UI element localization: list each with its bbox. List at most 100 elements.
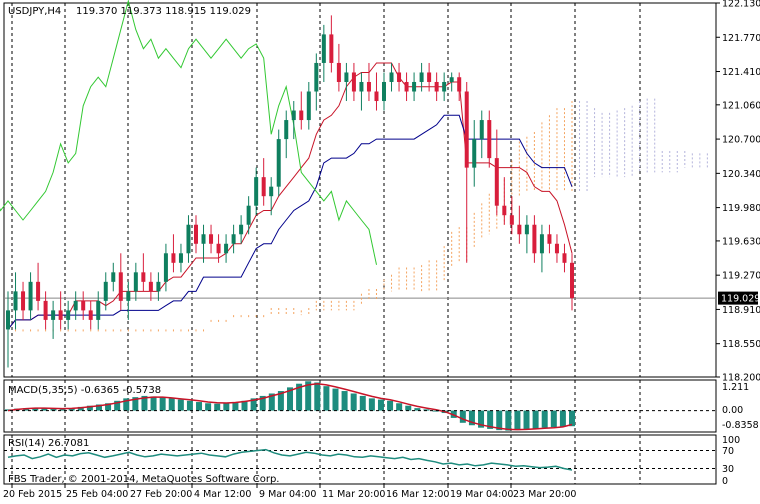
macd-histogram-bar — [95, 404, 102, 411]
candle-body — [539, 234, 544, 254]
macd-histogram-bar — [214, 403, 221, 411]
macd-histogram-bar — [323, 386, 330, 411]
candle-body — [457, 77, 462, 92]
time-tick-label: 16 Mar 12:00 — [386, 489, 449, 500]
rsi-tick-100: 100 — [722, 435, 740, 446]
macd-histogram-bar — [159, 397, 166, 411]
macd-histogram-bar — [23, 408, 30, 411]
candle-body — [21, 291, 26, 311]
macd-histogram-bar — [150, 396, 157, 411]
candle-body — [186, 224, 191, 254]
macd-histogram-bar — [550, 410, 557, 428]
ichimoku-cloud — [7, 98, 708, 332]
macd-histogram-bar — [505, 410, 512, 431]
rsi-subchart — [4, 448, 716, 471]
candle-body — [231, 234, 236, 244]
chart-ohlc-label: 119.370 119.373 118.915 119.029 — [76, 6, 251, 17]
macd-histogram-bar — [359, 395, 366, 411]
rsi-tick-70: 70 — [722, 446, 734, 457]
price-tick-label: 120.700 — [722, 135, 760, 146]
macd-histogram-bar — [496, 410, 503, 431]
time-tick-label: 4 Mar 12:00 — [194, 489, 251, 500]
candle-body — [133, 272, 138, 292]
candle-body — [148, 281, 153, 292]
candle-body — [261, 177, 266, 197]
macd-histogram-bar — [259, 395, 266, 411]
kijun-line — [7, 114, 573, 330]
candle-body — [163, 253, 168, 282]
candle-body — [306, 91, 311, 121]
macd-histogram-bar — [177, 399, 184, 411]
candle-body — [58, 310, 63, 320]
candle-body — [36, 281, 41, 301]
macd-histogram-bar — [541, 410, 548, 428]
rsi-tick-0: 0 — [722, 476, 728, 487]
macd-histogram-bar — [105, 403, 112, 411]
macd-histogram-bar — [277, 391, 284, 411]
macd-tick-bottom: -0.8358 — [722, 420, 759, 431]
macd-histogram-bar — [287, 387, 293, 411]
candle-body — [464, 91, 469, 168]
macd-title: MACD(5,35,5) -0.6365 -0.5738 — [8, 385, 161, 396]
candle-body — [269, 186, 274, 197]
time-tick-label: 20 Feb 2015 — [3, 489, 62, 500]
macd-histogram-bar — [414, 408, 421, 411]
macd-histogram-bar — [514, 410, 521, 431]
current-price-label: 119.029 — [721, 294, 760, 305]
macd-histogram-bar — [141, 395, 148, 411]
macd-histogram-bar — [405, 405, 412, 411]
candle-body — [43, 300, 48, 320]
time-tick-label: 27 Feb 20:00 — [130, 489, 192, 500]
macd-histogram-bar — [59, 409, 66, 411]
candle-body — [73, 300, 78, 311]
candle-body — [224, 243, 229, 254]
chart-symbol-label: USDJPY,H4 — [8, 6, 61, 17]
macd-histogram-bar — [168, 398, 175, 411]
candlesticks — [6, 15, 574, 368]
candle-body — [449, 77, 454, 82]
rsi-title: RSI(14) 26.7081 — [8, 438, 89, 449]
macd-histogram-bar — [478, 410, 485, 428]
candle-body — [96, 300, 101, 320]
rsi-line — [7, 448, 573, 471]
macd-histogram-bar — [268, 393, 275, 411]
rsi-tick-30: 30 — [722, 464, 734, 475]
candle-body — [554, 243, 559, 254]
macd-histogram-bar — [223, 403, 230, 411]
candle-body — [209, 234, 214, 244]
macd-histogram-bar — [332, 388, 339, 411]
candle-body — [284, 120, 289, 140]
price-tick-label: 121.410 — [722, 67, 760, 78]
macd-histogram-bar — [569, 410, 575, 427]
candle-body — [494, 158, 499, 206]
price-tick-label: 118.910 — [722, 305, 760, 316]
macd-histogram-bar — [205, 403, 212, 411]
macd-histogram-bar — [77, 406, 84, 411]
time-tick-label: 19 Mar 04:00 — [450, 489, 513, 500]
candle-body — [524, 224, 529, 235]
candle-body — [81, 300, 86, 311]
candle-body — [389, 72, 394, 82]
macd-histogram-bar — [50, 408, 57, 411]
candle-body — [314, 62, 319, 92]
macd-histogram-bar — [377, 399, 384, 411]
candle-body — [51, 310, 56, 320]
macd-histogram-bar — [468, 410, 475, 426]
macd-histogram-bar — [250, 398, 257, 411]
time-tick-label: 25 Feb 04:00 — [66, 489, 128, 500]
candle-body — [291, 110, 296, 121]
candle-body — [404, 81, 409, 92]
candle-body — [374, 91, 379, 102]
macd-histogram-bar — [387, 400, 394, 411]
grid-lines — [4, 3, 716, 484]
candle-body — [419, 72, 424, 82]
candle-body — [562, 253, 567, 263]
candle-body — [111, 272, 116, 282]
price-tick-label: 118.200 — [722, 373, 760, 384]
candle-body — [88, 310, 93, 320]
candle-body — [66, 310, 71, 320]
macd-histogram-bar — [432, 410, 439, 412]
candle-body — [532, 224, 537, 254]
